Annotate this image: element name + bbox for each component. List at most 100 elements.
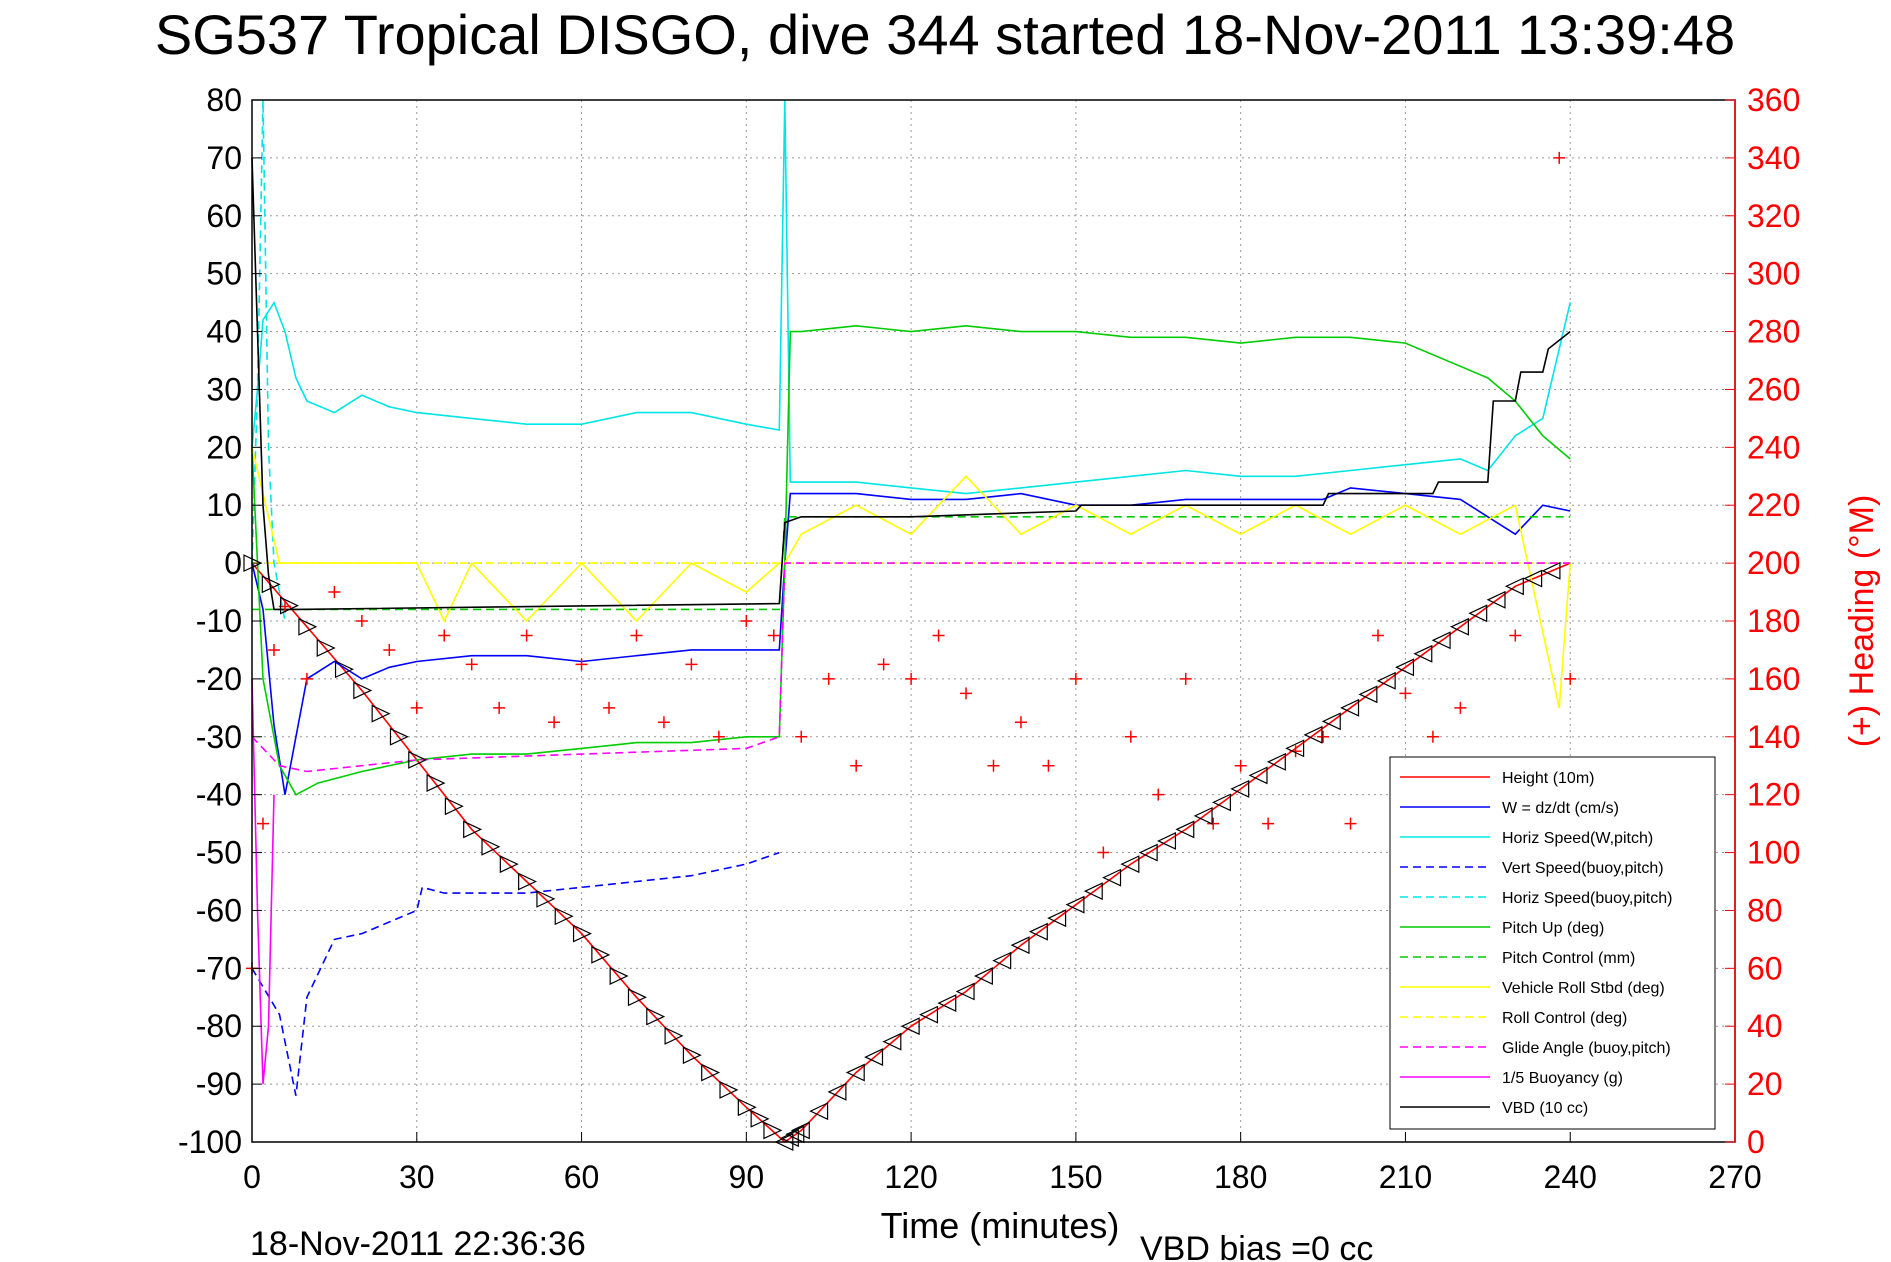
heading-point xyxy=(465,658,478,671)
legend-label: W = dz/dt (cm/s) xyxy=(1502,800,1619,817)
heading-point xyxy=(383,643,396,656)
x-tick-label: 180 xyxy=(1214,1159,1267,1195)
heading-point xyxy=(1344,817,1357,830)
heading-point xyxy=(1317,730,1330,743)
height-marker xyxy=(1431,631,1451,650)
heading-point xyxy=(877,658,890,671)
heading-point xyxy=(960,687,973,700)
series-height-10m xyxy=(251,562,1571,1144)
legend-label: Vehicle Roll Stbd (deg) xyxy=(1502,980,1665,997)
y-right-tick-label: 240 xyxy=(1747,429,1800,465)
height-marker xyxy=(298,617,318,636)
y-right-tick-label: 340 xyxy=(1747,140,1800,176)
height-marker xyxy=(1303,725,1323,744)
height-marker xyxy=(701,1063,721,1082)
height-marker xyxy=(827,1082,847,1101)
heading-point xyxy=(1179,672,1192,685)
heading-point xyxy=(932,629,945,642)
legend-label: Horiz Speed(buoy,pitch) xyxy=(1502,890,1672,907)
height-marker xyxy=(1449,617,1469,636)
y-tick-label: 0 xyxy=(224,545,242,581)
height-marker xyxy=(646,1007,666,1026)
heading-point xyxy=(575,658,588,671)
height-marker xyxy=(554,907,574,926)
y-right-tick-label: 100 xyxy=(1747,835,1800,871)
heading-point xyxy=(1069,672,1082,685)
heading-point xyxy=(410,701,423,714)
legend-label: Roll Control (deg) xyxy=(1502,1010,1627,1027)
x-tick-label: 90 xyxy=(729,1159,765,1195)
height-marker xyxy=(1376,671,1396,690)
height-marker xyxy=(1285,739,1305,758)
legend-label: Height (10m) xyxy=(1502,770,1594,787)
height-marker xyxy=(763,1121,783,1140)
height-marker xyxy=(1266,752,1286,771)
height-marker xyxy=(463,820,483,839)
height-marker xyxy=(937,994,957,1013)
y-right-tick-label: 140 xyxy=(1747,719,1800,755)
legend-label: Glide Angle (buoy,pitch) xyxy=(1502,1040,1671,1057)
y-right-tick-labels: 3603403203002802602402202001801601401201… xyxy=(1725,82,1800,1160)
heading-point xyxy=(520,629,533,642)
heading-point xyxy=(493,701,506,714)
height-marker xyxy=(682,1046,702,1065)
height-marker xyxy=(1523,569,1543,588)
legend: Height (10m) W = dz/dt (cm/s) Horiz Speed(… xyxy=(1389,756,1716,1130)
x-tick-label: 240 xyxy=(1544,1159,1597,1195)
height-marker xyxy=(444,797,464,816)
height-marker xyxy=(750,1109,770,1128)
heading-point xyxy=(685,658,698,671)
heading-point xyxy=(1014,716,1027,729)
series-glide-angle-buoy-pitch xyxy=(251,562,1571,773)
height-marker xyxy=(1065,895,1085,914)
height-marker xyxy=(1157,832,1177,850)
heading-point xyxy=(1234,759,1247,772)
y-right-tick-label: 20 xyxy=(1747,1066,1783,1102)
x-tick-label: 150 xyxy=(1049,1159,1102,1195)
y-right-tick-label: 40 xyxy=(1747,1008,1783,1044)
heading-point xyxy=(1124,730,1137,743)
footer-vbd-bias: VBD bias =0 cc xyxy=(1140,1230,1373,1262)
y-right-tick-label: 180 xyxy=(1747,603,1800,639)
y-tick-label: 70 xyxy=(206,140,242,176)
series-vbd-10-cc xyxy=(251,157,1571,611)
height-marker xyxy=(481,837,501,856)
y-right-tick-label: 160 xyxy=(1747,661,1800,697)
heading-point xyxy=(1553,151,1566,164)
heading-point xyxy=(1509,629,1522,642)
y-tick-label: 10 xyxy=(206,487,242,523)
height-marker xyxy=(371,704,391,723)
heading-point xyxy=(657,716,670,729)
legend-label: VBD (10 cc) xyxy=(1502,1100,1588,1117)
height-marker xyxy=(426,774,446,793)
series-horiz-speed-buoy-pitch xyxy=(251,99,286,622)
y-tick-label: 60 xyxy=(206,198,242,234)
x-tick-label: 270 xyxy=(1708,1159,1761,1195)
heading-point xyxy=(1207,817,1220,830)
y-tick-labels: 80 70 60 50 40 30 20 10 0 -10 -20 -30 -40 -50 -60 -70 -8… xyxy=(178,82,262,1160)
height-marker xyxy=(1541,561,1561,580)
height-marker xyxy=(1047,909,1067,928)
heading-point xyxy=(822,672,835,685)
height-marker xyxy=(992,951,1012,970)
height-marker xyxy=(499,855,519,874)
height-marker xyxy=(1321,712,1341,731)
height-marker xyxy=(790,1121,810,1140)
footer-timestamp: 18-Nov-2011 22:36:36 xyxy=(250,1225,586,1262)
series-w-dz-dt-cm-s xyxy=(251,487,1571,795)
y-tick-label: -50 xyxy=(196,835,242,871)
height-marker xyxy=(1010,936,1030,955)
legend-label: Pitch Up (deg) xyxy=(1502,920,1604,937)
height-marker xyxy=(1175,820,1195,839)
heading-point xyxy=(767,629,780,642)
height-marker xyxy=(408,750,428,769)
heading-point xyxy=(1564,672,1577,685)
y-right-tick-label: 80 xyxy=(1747,892,1783,928)
height-marker xyxy=(389,727,409,746)
y-right-tick-label: 300 xyxy=(1747,256,1800,292)
heading-point xyxy=(905,672,918,685)
height-marker xyxy=(1248,766,1268,785)
height-marker xyxy=(973,967,993,985)
height-marker xyxy=(785,1125,805,1144)
